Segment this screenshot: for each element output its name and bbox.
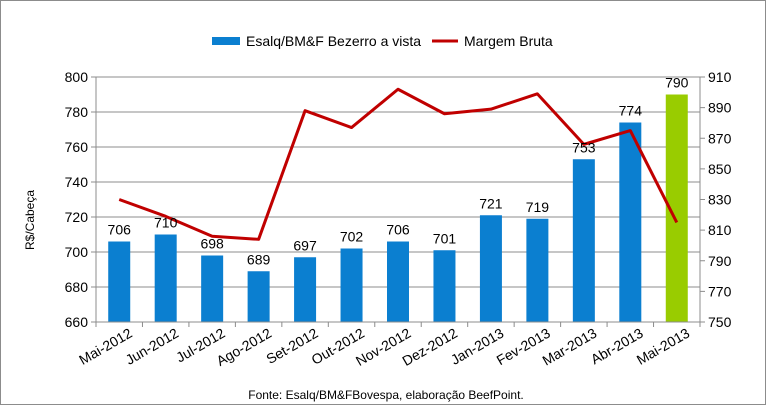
left-tick-label-5: 760 [65, 139, 89, 155]
right-tick-label-2: 790 [708, 253, 732, 269]
x-tick-label-1: Jun-2012 [123, 325, 182, 368]
bar-9 [526, 218, 549, 322]
bar-3 [247, 271, 270, 322]
bar-0 [108, 241, 131, 322]
right-axis-ticks: 750 770 790 810 830 850 870 890 910 [708, 69, 732, 330]
data-label-8: 721 [479, 195, 503, 211]
data-label-0: 706 [108, 222, 132, 238]
right-tick-label-6: 870 [708, 130, 732, 146]
right-tick-label-0: 750 [708, 314, 732, 330]
bar-8 [479, 215, 502, 322]
data-label-6: 706 [386, 222, 410, 238]
left-tick-label-1: 680 [65, 279, 89, 295]
left-tick-label-0: 660 [65, 314, 89, 330]
x-axis-ticks: Mai-2012Jun-2012Jul-2012Ago-2012Set-2012… [76, 325, 692, 369]
right-tick-label-5: 850 [708, 161, 732, 177]
data-label-9: 719 [526, 199, 550, 215]
y-axis-label: R$/Cabeça [23, 190, 37, 250]
right-tick-label-7: 890 [708, 100, 732, 116]
legend-swatch-bar [212, 37, 240, 45]
data-label-7: 701 [433, 230, 457, 246]
bar-6 [387, 241, 409, 322]
bar-7 [433, 250, 456, 322]
legend: Esalq/BM&F Bezerro a vista Margem Bruta [212, 33, 553, 49]
legend-label-bar: Esalq/BM&F Bezerro a vista [246, 33, 421, 49]
data-label-11: 774 [619, 103, 643, 119]
line-series [118, 87, 679, 241]
axes [91, 76, 705, 327]
legend-label-line: Margem Bruta [464, 33, 553, 49]
bar-11 [619, 122, 642, 322]
data-label-2: 698 [200, 236, 224, 252]
right-tick-label-1: 770 [708, 283, 732, 299]
data-label-10: 753 [572, 139, 596, 155]
bar-series [108, 94, 688, 322]
left-tick-label-3: 720 [65, 209, 89, 225]
bar-5 [340, 248, 363, 322]
right-tick-label-8: 910 [708, 69, 732, 85]
data-label-1: 710 [154, 215, 178, 231]
left-tick-label-6: 780 [65, 104, 89, 120]
bar-12 [665, 94, 688, 322]
data-label-5: 702 [340, 229, 364, 245]
data-label-3: 689 [247, 251, 271, 267]
bar-1 [154, 234, 177, 322]
right-tick-label-3: 810 [708, 222, 732, 238]
data-label-4: 697 [293, 237, 317, 253]
bar-4 [294, 257, 317, 322]
x-tick-label-12: Mai-2013 [634, 325, 693, 368]
right-tick-label-4: 830 [708, 192, 732, 208]
bar-10 [572, 159, 595, 322]
data-label-12: 790 [665, 75, 689, 91]
bar-2 [201, 255, 224, 322]
left-tick-label-7: 800 [65, 69, 89, 85]
left-axis-ticks: 660 680 700 720 740 760 780 800 [65, 69, 89, 330]
left-tick-label-2: 700 [65, 244, 89, 260]
source-note: Fonte: Esalq/BM&FBovespa, elaboração Bee… [248, 388, 524, 402]
bar-data-labels: 706 710 698 689 697 702 706 701 721 719 753 774 790 [108, 75, 689, 268]
left-tick-label-4: 740 [65, 174, 89, 190]
